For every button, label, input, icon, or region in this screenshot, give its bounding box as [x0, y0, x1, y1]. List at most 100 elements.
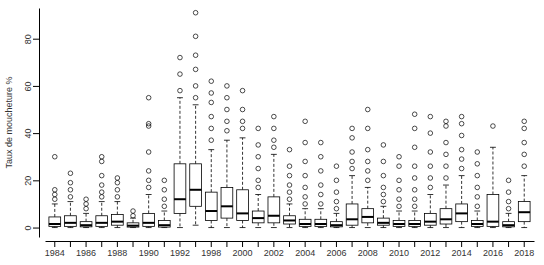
- x-tick-label: 2018: [514, 248, 534, 258]
- chart: 0204060801984198619881990199219982000200…: [0, 0, 544, 265]
- whisker-cap-high: [490, 147, 496, 148]
- whisker-high: [258, 195, 259, 212]
- outlier: [522, 152, 527, 157]
- x-tick: 2016: [483, 241, 503, 258]
- outlier: [397, 187, 402, 192]
- box: [143, 213, 155, 226]
- whisker-cap-high: [224, 140, 230, 141]
- box-group: [362, 107, 374, 227]
- x-tick: [258, 241, 259, 247]
- whisker-high: [399, 211, 400, 220]
- outlier: [162, 178, 167, 183]
- x-tick: [414, 241, 415, 247]
- outlier: [506, 178, 511, 183]
- x-tick: [226, 241, 227, 247]
- median: [487, 221, 499, 223]
- x-tick-label: 1986: [76, 248, 96, 258]
- x-tick: 1988: [107, 241, 127, 258]
- y-tick-label: 40: [23, 129, 33, 139]
- box-group: [174, 55, 186, 227]
- whisker-high: [414, 211, 415, 220]
- whisker-cap-low: [208, 227, 214, 228]
- whisker-cap-low: [99, 227, 105, 228]
- box: [190, 164, 202, 206]
- outlier: [365, 178, 370, 183]
- y-tick-label: 0: [23, 226, 33, 231]
- outlier: [491, 124, 496, 129]
- median: [205, 210, 217, 212]
- box-group: [237, 88, 249, 227]
- y-tick-label: 20: [23, 176, 33, 186]
- median: [65, 222, 77, 224]
- box-group: [518, 119, 530, 228]
- outlier: [397, 164, 402, 169]
- outlier: [381, 143, 386, 148]
- x-tick-mark: [430, 241, 431, 247]
- box: [284, 216, 296, 224]
- whisker-cap-high: [240, 137, 246, 138]
- whisker-high: [289, 204, 290, 216]
- x-tick: 2010: [389, 241, 409, 258]
- x-tick: 2018: [514, 241, 534, 258]
- whisker-low: [226, 218, 227, 227]
- box-group: [252, 126, 264, 227]
- outlier: [397, 154, 402, 159]
- outlier: [350, 159, 355, 164]
- box: [96, 216, 108, 227]
- outlier: [459, 157, 464, 162]
- box: [346, 204, 358, 225]
- whisker-cap-low: [224, 227, 230, 228]
- outlier: [287, 164, 292, 169]
- median: [518, 211, 530, 213]
- whisker-cap-low: [349, 227, 355, 228]
- x-tick-mark: [320, 241, 321, 247]
- box-group: [503, 178, 515, 228]
- outlier: [475, 204, 480, 209]
- outlier: [146, 169, 151, 174]
- x-tick-mark: [461, 241, 462, 247]
- outlier: [287, 197, 292, 202]
- outlier: [162, 204, 167, 209]
- outlier: [193, 10, 198, 15]
- x-tick: 1984: [45, 241, 65, 258]
- whisker-high: [383, 206, 384, 218]
- whisker-high: [195, 105, 196, 164]
- box: [205, 192, 217, 220]
- outlier: [52, 192, 57, 197]
- x-tick-mark: [399, 241, 400, 247]
- outlier: [178, 55, 183, 60]
- whisker-cap-low: [255, 227, 261, 228]
- box: [503, 222, 515, 227]
- box-group: [127, 209, 139, 228]
- x-tick-label: 2004: [295, 248, 315, 258]
- outlier: [506, 190, 511, 195]
- outlier: [240, 88, 245, 93]
- outlier: [334, 190, 339, 195]
- outlier: [444, 176, 449, 181]
- outlier: [334, 199, 339, 204]
- x-tick-label: 1990: [139, 248, 159, 258]
- outlier: [256, 166, 261, 171]
- x-tick-mark: [133, 241, 134, 247]
- whisker-high: [336, 213, 337, 221]
- x-tick-label: 2002: [264, 248, 284, 258]
- outlier: [412, 164, 417, 169]
- outlier: [381, 173, 386, 178]
- box: [80, 222, 92, 227]
- box-group: [80, 197, 92, 228]
- x-tick-mark: [179, 241, 180, 247]
- outlier: [444, 124, 449, 129]
- median: [393, 223, 405, 225]
- whisker-cap-high: [412, 211, 418, 212]
- whisker-cap-low: [412, 227, 418, 228]
- whisker-cap-high: [67, 201, 73, 202]
- outlier: [115, 176, 120, 181]
- box: [65, 216, 77, 227]
- x-tick-label: 1992: [170, 248, 190, 258]
- x-tick-mark: [273, 241, 274, 247]
- box: [252, 211, 264, 223]
- outlier: [350, 166, 355, 171]
- x-tick: [445, 241, 446, 247]
- outlier: [428, 176, 433, 181]
- y-tick-mark: [33, 133, 39, 134]
